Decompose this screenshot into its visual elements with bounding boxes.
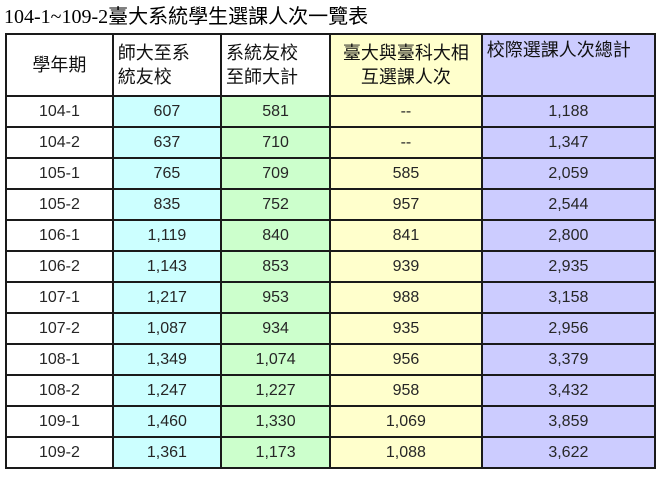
table-row: 105-2 835 752 957 2,544 [5,188,656,221]
header-label: 師大至系 [117,43,190,63]
header-label: 統友校 [117,67,172,87]
cell-system-to-ntnu: 1,173 [219,436,332,469]
page-title: 104-1~109-2臺大系統學生選課人次一覽表 [4,6,369,28]
cell-system-to-ntnu: 934 [219,312,332,345]
cell-term: 104-1 [5,95,114,128]
cell-total: 1,188 [480,95,656,128]
cell-term: 105-2 [5,188,114,221]
cell-system-to-ntnu: 1,330 [219,405,332,438]
table-row: 105-1 765 709 585 2,059 [5,157,656,190]
course-selection-table: 學年期 師大至系 統友校 系統友校 至師大計 臺大與臺科大相 互選課人次 校際選課人次總計 1… [5,33,656,469]
cell-term: 108-1 [5,343,114,376]
cell-ntnu-to-system: 1,349 [111,343,223,376]
cell-ntnu-to-system: 1,119 [111,219,223,252]
cell-ntu-ntust-mutual: -- [329,95,483,128]
header-cell-term: 學年期 [5,33,114,97]
header-label: 臺大與臺科大相 [342,43,469,63]
cell-ntu-ntust-mutual: 935 [329,312,483,345]
table-row: 108-2 1,247 1,227 958 3,432 [5,374,656,407]
cell-ntu-ntust-mutual: 956 [329,343,483,376]
table-row: 108-1 1,349 1,074 956 3,379 [5,343,656,376]
header-cell-ntnu-to-system: 師大至系 統友校 [111,33,223,97]
cell-ntu-ntust-mutual: 939 [329,250,483,283]
header-label: 校際選課人次總計 [486,40,631,60]
cell-term: 105-1 [5,157,114,190]
cell-term: 104-2 [5,126,114,159]
cell-total: 3,622 [480,436,656,469]
cell-total: 3,379 [480,343,656,376]
cell-system-to-ntnu: 853 [219,250,332,283]
cell-total: 2,935 [480,250,656,283]
cell-system-to-ntnu: 709 [219,157,332,190]
table-row: 106-2 1,143 853 939 2,935 [5,250,656,283]
cell-total: 3,158 [480,281,656,314]
header-cell-ntu-ntust-mutual: 臺大與臺科大相 互選課人次 [329,33,483,97]
cell-total: 2,544 [480,188,656,221]
cell-ntu-ntust-mutual: 1,069 [329,405,483,438]
cell-term: 109-2 [5,436,114,469]
cell-ntu-ntust-mutual: 958 [329,374,483,407]
header-cell-total: 校際選課人次總計 [480,33,656,97]
header-label: 學年期 [32,55,87,75]
header-label: 至師大計 [226,67,298,87]
cell-ntnu-to-system: 835 [111,188,223,221]
cell-term: 106-1 [5,219,114,252]
cell-ntu-ntust-mutual: 841 [329,219,483,252]
cell-ntnu-to-system: 1,460 [111,405,223,438]
cell-ntu-ntust-mutual: 988 [329,281,483,314]
cell-total: 3,432 [480,374,656,407]
cell-ntnu-to-system: 1,143 [111,250,223,283]
table-row: 104-2 637 710 -- 1,347 [5,126,656,159]
cell-ntu-ntust-mutual: 1,088 [329,436,483,469]
cell-system-to-ntnu: 1,074 [219,343,332,376]
cell-system-to-ntnu: 1,227 [219,374,332,407]
cell-ntnu-to-system: 1,247 [111,374,223,407]
cell-total: 1,347 [480,126,656,159]
cell-system-to-ntnu: 710 [219,126,332,159]
cell-ntu-ntust-mutual: 957 [329,188,483,221]
table-body: 104-1 607 581 -- 1,188 104-2 637 710 -- 1,347 105-… [5,95,656,469]
table-row: 107-1 1,217 953 988 3,158 [5,281,656,314]
table-row: 104-1 607 581 -- 1,188 [5,95,656,128]
cell-ntu-ntust-mutual: 585 [329,157,483,190]
table-head: 學年期 師大至系 統友校 系統友校 至師大計 臺大與臺科大相 互選課人次 校際選課人次總計 [5,33,656,97]
cell-term: 108-2 [5,374,114,407]
header-label: 系統友校 [226,43,298,63]
cell-term: 106-2 [5,250,114,283]
header-label: 互選課人次 [360,67,451,87]
cell-system-to-ntnu: 581 [219,95,332,128]
cell-term: 109-1 [5,405,114,438]
cell-term: 107-1 [5,281,114,314]
cell-total: 2,956 [480,312,656,345]
cell-ntnu-to-system: 765 [111,157,223,190]
header-cell-system-to-ntnu: 系統友校 至師大計 [219,33,332,97]
table-row: 109-1 1,460 1,330 1,069 3,859 [5,405,656,438]
cell-system-to-ntnu: 840 [219,219,332,252]
cell-total: 2,059 [480,157,656,190]
cell-ntnu-to-system: 607 [111,95,223,128]
cell-ntnu-to-system: 1,217 [111,281,223,314]
cell-total: 3,859 [480,405,656,438]
cell-ntnu-to-system: 1,087 [111,312,223,345]
cell-ntnu-to-system: 1,361 [111,436,223,469]
table-row: 109-2 1,361 1,173 1,088 3,622 [5,436,656,469]
cell-system-to-ntnu: 953 [219,281,332,314]
cell-term: 107-2 [5,312,114,345]
cell-total: 2,800 [480,219,656,252]
cell-ntu-ntust-mutual: -- [329,126,483,159]
cell-ntnu-to-system: 637 [111,126,223,159]
header-row: 學年期 師大至系 統友校 系統友校 至師大計 臺大與臺科大相 互選課人次 校際選課人次總計 [5,33,656,97]
table-row: 106-1 1,119 840 841 2,800 [5,219,656,252]
table-row: 107-2 1,087 934 935 2,956 [5,312,656,345]
cell-system-to-ntnu: 752 [219,188,332,221]
